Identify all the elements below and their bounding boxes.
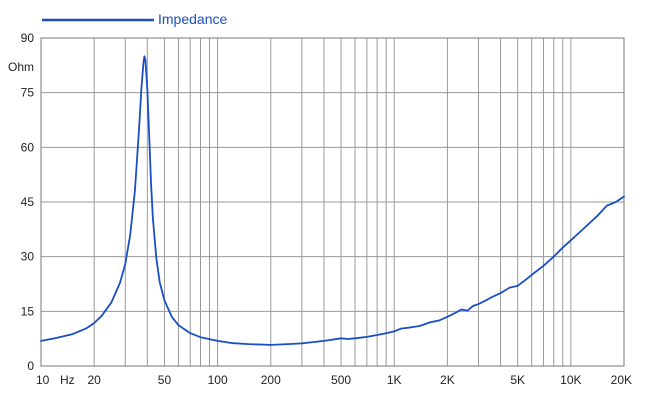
y-tick-label: 75 (21, 86, 35, 100)
legend-label: Impedance (158, 11, 227, 27)
x-tick-label: 500 (331, 373, 351, 387)
x-tick-label: 20 (87, 373, 101, 387)
y-tick-label: 30 (21, 250, 35, 264)
plot-frame (40, 37, 625, 367)
y-tick-label: 45 (21, 195, 35, 209)
y-axis-label: Ohm (8, 60, 34, 74)
y-tick-label: 15 (21, 304, 35, 318)
series-layer (40, 55, 625, 346)
grid (41, 38, 624, 366)
y-tick-label: 0 (27, 359, 34, 373)
x-tick-label: 5K (510, 373, 525, 387)
series-line-impedance (40, 55, 625, 346)
x-tick-label: 20K (611, 373, 632, 387)
x-tick-label: 100 (208, 373, 228, 387)
x-tick-label: 200 (261, 373, 281, 387)
legend: Impedance (42, 11, 227, 27)
y-tick-label: 90 (21, 31, 35, 45)
x-tick-label: 50 (158, 373, 172, 387)
x-tick-label: 10 (36, 373, 50, 387)
y-tick-label: 60 (21, 140, 35, 154)
x-axis-ticks: 10 20 50 100 200 500 1K 2K 5K 10K 20K (36, 373, 632, 387)
x-axis-label: Hz (60, 373, 75, 387)
x-tick-label: 10K (560, 373, 581, 387)
x-tick-label: 2K (440, 373, 455, 387)
x-tick-label: 1K (387, 373, 402, 387)
y-axis-ticks: 0 15 30 45 60 75 90 (21, 31, 35, 373)
